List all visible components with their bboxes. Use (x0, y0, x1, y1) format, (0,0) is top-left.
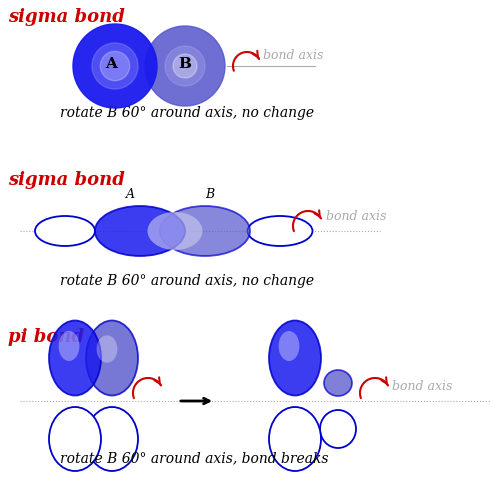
Text: bond axis: bond axis (326, 210, 386, 223)
Ellipse shape (96, 335, 117, 363)
Ellipse shape (49, 320, 101, 395)
Ellipse shape (35, 216, 95, 246)
Text: rotate B 60° around axis, no change: rotate B 60° around axis, no change (60, 274, 314, 288)
Circle shape (92, 43, 138, 89)
Text: A: A (126, 188, 134, 201)
Text: sigma bond: sigma bond (8, 8, 125, 26)
Ellipse shape (95, 206, 185, 256)
Circle shape (165, 46, 205, 86)
Text: B: B (206, 188, 214, 201)
Text: B: B (178, 57, 192, 71)
Ellipse shape (58, 331, 80, 361)
Circle shape (145, 26, 225, 106)
Ellipse shape (269, 407, 321, 471)
Circle shape (73, 24, 157, 108)
Ellipse shape (320, 410, 356, 448)
Text: rotate B 60° around axis, bond breaks: rotate B 60° around axis, bond breaks (60, 451, 328, 465)
Ellipse shape (49, 407, 101, 471)
Text: bond axis: bond axis (263, 49, 324, 62)
Ellipse shape (86, 407, 138, 471)
Ellipse shape (269, 320, 321, 395)
Ellipse shape (160, 206, 250, 256)
Ellipse shape (248, 216, 312, 246)
Text: bond axis: bond axis (392, 380, 452, 393)
Ellipse shape (278, 331, 299, 361)
Text: A: A (105, 57, 117, 71)
Text: pi bond: pi bond (8, 328, 84, 346)
Ellipse shape (324, 370, 352, 396)
Ellipse shape (86, 320, 138, 395)
Text: sigma bond: sigma bond (8, 171, 125, 189)
Ellipse shape (148, 212, 203, 250)
Circle shape (173, 54, 197, 78)
Text: rotate B 60° around axis, no change: rotate B 60° around axis, no change (60, 106, 314, 120)
Circle shape (100, 51, 130, 81)
